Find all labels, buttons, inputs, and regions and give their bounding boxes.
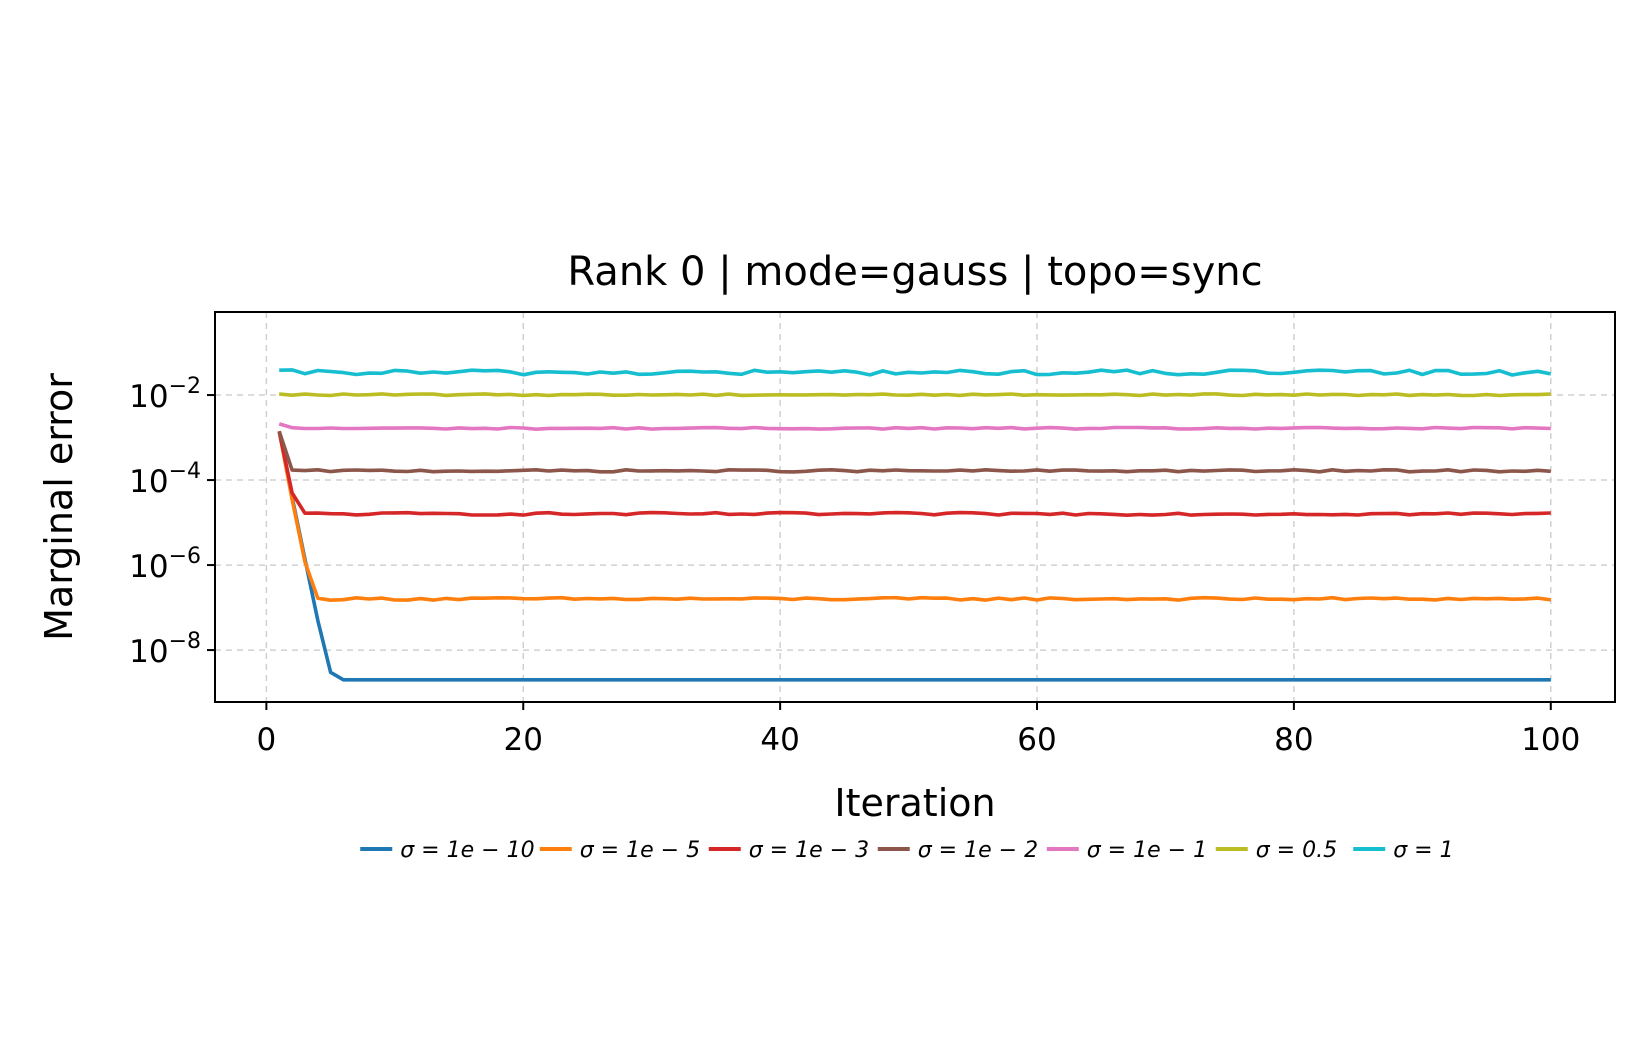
y-tick-label: 10−8 xyxy=(129,629,201,670)
legend-item-label: σ = 1e − 2 xyxy=(918,838,1038,863)
series-line xyxy=(277,430,1552,603)
legend-item-label: σ = 0.5 xyxy=(1256,838,1337,863)
y-tick-label: 10−6 xyxy=(129,544,201,585)
x-axis-label: Iteration xyxy=(834,781,995,825)
plot-area-frame xyxy=(214,311,1616,703)
y-axis-ticks: 10−2 10−4 10−6 10−8 xyxy=(129,374,215,670)
legend: σ = 1e − 10 σ = 1e − 5 σ = 1e − 3 σ = 1e − … xyxy=(360,838,1454,863)
x-tick-label: 20 xyxy=(504,722,543,758)
x-tick-label: 60 xyxy=(1017,722,1056,758)
x-tick-label: 100 xyxy=(1521,722,1580,758)
y-tick-label: 10−4 xyxy=(129,459,201,500)
y-tick-label: 10−2 xyxy=(129,374,201,415)
x-axis-ticks: 0 20 40 60 80 100 xyxy=(257,702,1580,758)
legend-item-label: σ = 1e − 1 xyxy=(1087,838,1207,863)
series-line xyxy=(277,430,1551,518)
legend-item-label: σ = 1e − 10 xyxy=(400,838,534,863)
plot-series-group xyxy=(277,368,1552,682)
x-tick-label: 80 xyxy=(1274,722,1313,758)
legend-item-label: σ = 1e − 5 xyxy=(580,838,700,863)
series-line xyxy=(279,368,1552,377)
series-line xyxy=(279,392,1551,398)
chart-title: Rank 0 | mode=gauss | topo=sync xyxy=(567,249,1262,295)
series-line xyxy=(278,422,1551,432)
legend-item-label: σ = 1 xyxy=(1393,838,1453,863)
y-axis-label: Marginal error xyxy=(37,373,81,641)
legend-item-label: σ = 1e − 3 xyxy=(749,838,869,863)
x-tick-label: 40 xyxy=(760,722,799,758)
series-line xyxy=(277,430,1551,682)
series-line xyxy=(277,430,1551,474)
x-tick-label: 0 xyxy=(257,722,277,758)
